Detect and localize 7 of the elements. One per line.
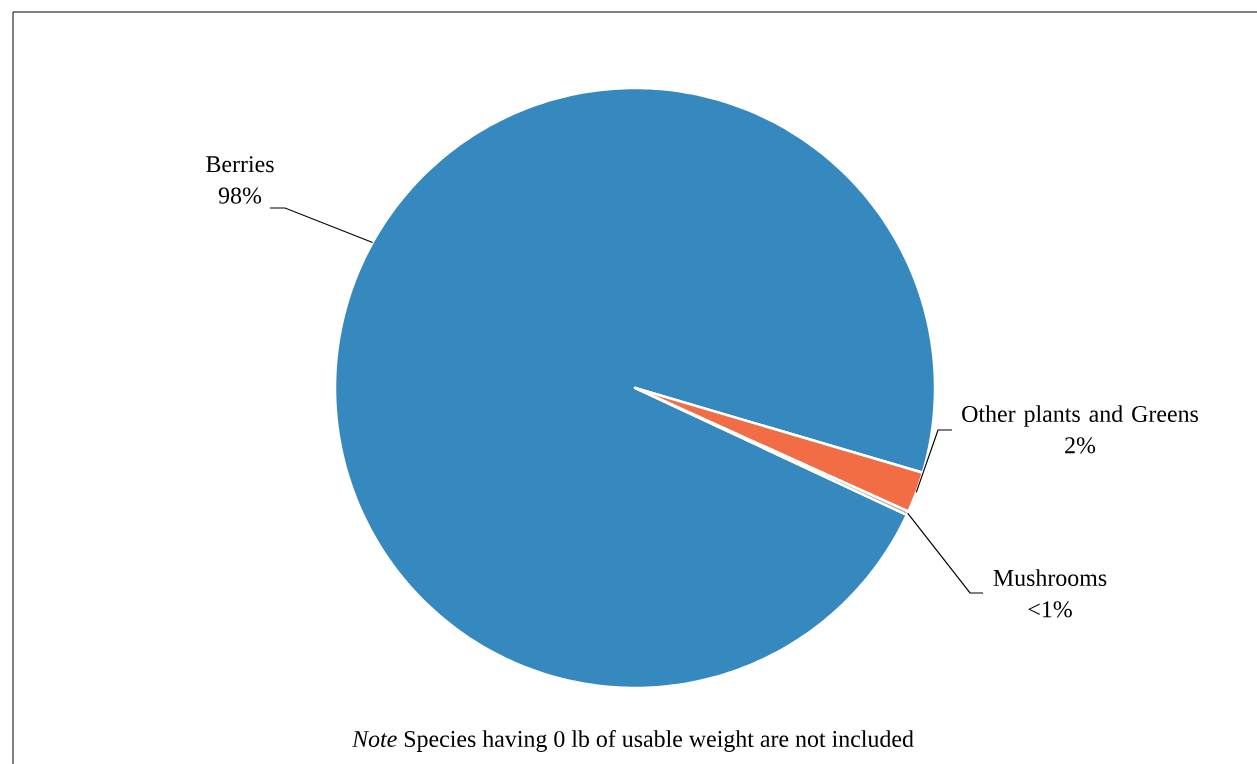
data-label: 2% <box>1065 437 1096 454</box>
slice-label: Other plants and Greens <box>962 405 1198 427</box>
slice-label: Berries <box>206 156 274 173</box>
data-label: <1% <box>1028 601 1072 618</box>
slice-label: Mushrooms <box>993 569 1107 587</box>
data-label: 98% <box>218 187 262 204</box>
text: Note Species having 0 lb of usable weight are not included <box>351 729 914 752</box>
